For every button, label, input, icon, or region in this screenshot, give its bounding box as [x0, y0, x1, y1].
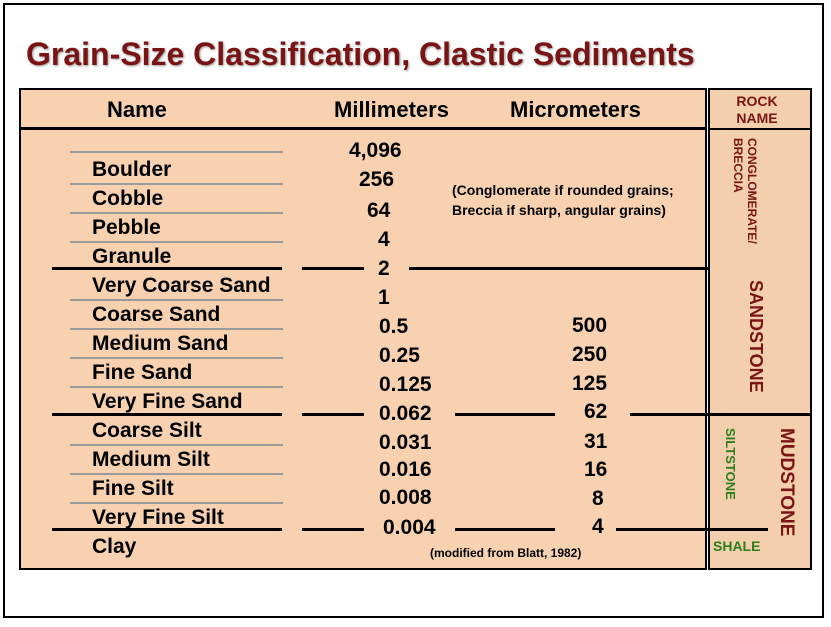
boundary-line — [70, 241, 283, 243]
mm-value: 0.25 — [379, 344, 420, 367]
um-value: 250 — [572, 343, 608, 366]
um-value: 62 — [584, 400, 608, 423]
rock-conglomerate-breccia: CONGLOMERATE/ BRECCIA — [731, 138, 759, 244]
mm-value: 64 — [367, 199, 391, 222]
mm-value: 0.016 — [379, 458, 432, 481]
mm-value: 0.5 — [379, 315, 409, 338]
grain-name: Coarse Silt — [92, 419, 202, 442]
boundary-line — [70, 299, 283, 301]
header-micrometers: Micrometers — [510, 97, 641, 122]
major-boundary-line — [302, 528, 364, 531]
header-millimeters: Millimeters — [334, 97, 449, 122]
grain-name: Medium Sand — [92, 332, 229, 355]
header-rock-line2: NAME — [736, 110, 778, 126]
grain-name: Boulder — [92, 158, 172, 181]
mm-value: 0.008 — [379, 486, 432, 509]
rock-shale: SHALE — [713, 538, 761, 554]
mm-value: 2 — [378, 257, 390, 280]
rock-name-column — [708, 88, 812, 570]
grain-name: Very Fine Silt — [92, 506, 224, 529]
grain-name: Clay — [92, 535, 137, 558]
header-rock-line1: ROCK — [736, 93, 778, 109]
grain-name: Medium Silt — [92, 448, 210, 471]
um-value: 4 — [592, 515, 604, 538]
rock-siltstone: SILTSTONE — [723, 428, 738, 500]
rock-conglomerate-label: CONGLOMERATE/ — [745, 138, 759, 244]
rock-breccia-label: BRECCIA — [731, 138, 745, 193]
boundary-line — [70, 212, 283, 214]
major-boundary-line — [52, 413, 282, 416]
grain-name: Pebble — [92, 216, 161, 239]
major-boundary-line — [302, 267, 364, 270]
major-boundary-line — [455, 528, 555, 531]
major-boundary-line — [52, 528, 282, 531]
grain-name: Coarse Sand — [92, 303, 221, 326]
boundary-line — [70, 357, 283, 359]
rock-sandstone: SANDSTONE — [746, 280, 766, 393]
grain-name: Cobble — [92, 187, 164, 210]
major-boundary-line — [616, 528, 768, 531]
um-value: 125 — [572, 372, 608, 395]
major-boundary-line — [630, 413, 810, 416]
boundary-line — [70, 386, 283, 388]
grain-name: Very Fine Sand — [92, 390, 243, 413]
um-value: 8 — [592, 487, 604, 510]
header-rock-name: ROCK NAME — [712, 93, 802, 127]
gravel-note-line2: Breccia if sharp, angular grains) — [452, 202, 666, 218]
major-boundary-line — [302, 413, 364, 416]
boundary-line — [70, 328, 283, 330]
boundary-line — [70, 183, 283, 185]
um-value: 31 — [584, 430, 608, 453]
major-boundary-line — [409, 267, 709, 270]
source-citation: (modified from Blatt, 1982) — [430, 546, 582, 560]
mm-value: 4,096 — [349, 139, 402, 162]
boundary-line — [70, 151, 283, 153]
grain-name: Fine Sand — [92, 361, 193, 384]
boundary-line — [70, 473, 283, 475]
grain-name: Very Coarse Sand — [92, 274, 271, 297]
rock-mudstone: MUDSTONE — [776, 428, 797, 537]
header-rule — [19, 127, 707, 130]
page-title: Grain-Size Classification, Clastic Sedim… — [26, 36, 695, 72]
grain-name: Granule — [92, 245, 172, 268]
major-boundary-line — [52, 267, 282, 270]
um-value: 500 — [572, 314, 608, 337]
slide-frame — [3, 3, 824, 618]
mm-value: 0.125 — [379, 373, 432, 396]
header-name: Name — [107, 97, 167, 122]
boundary-line — [70, 444, 283, 446]
mm-value: 0.031 — [379, 431, 432, 454]
mm-value: 0.004 — [383, 516, 436, 539]
mm-value: 256 — [359, 168, 395, 191]
major-boundary-line — [455, 413, 555, 416]
mm-value: 4 — [378, 228, 390, 251]
mm-value: 0.062 — [379, 402, 432, 425]
boundary-line — [70, 502, 283, 504]
grain-name: Fine Silt — [92, 477, 174, 500]
um-value: 16 — [584, 458, 608, 481]
rock-header-separator — [708, 128, 812, 130]
gravel-note-line1: (Conglomerate if rounded grains; — [452, 182, 674, 198]
mm-value: 1 — [378, 286, 390, 309]
